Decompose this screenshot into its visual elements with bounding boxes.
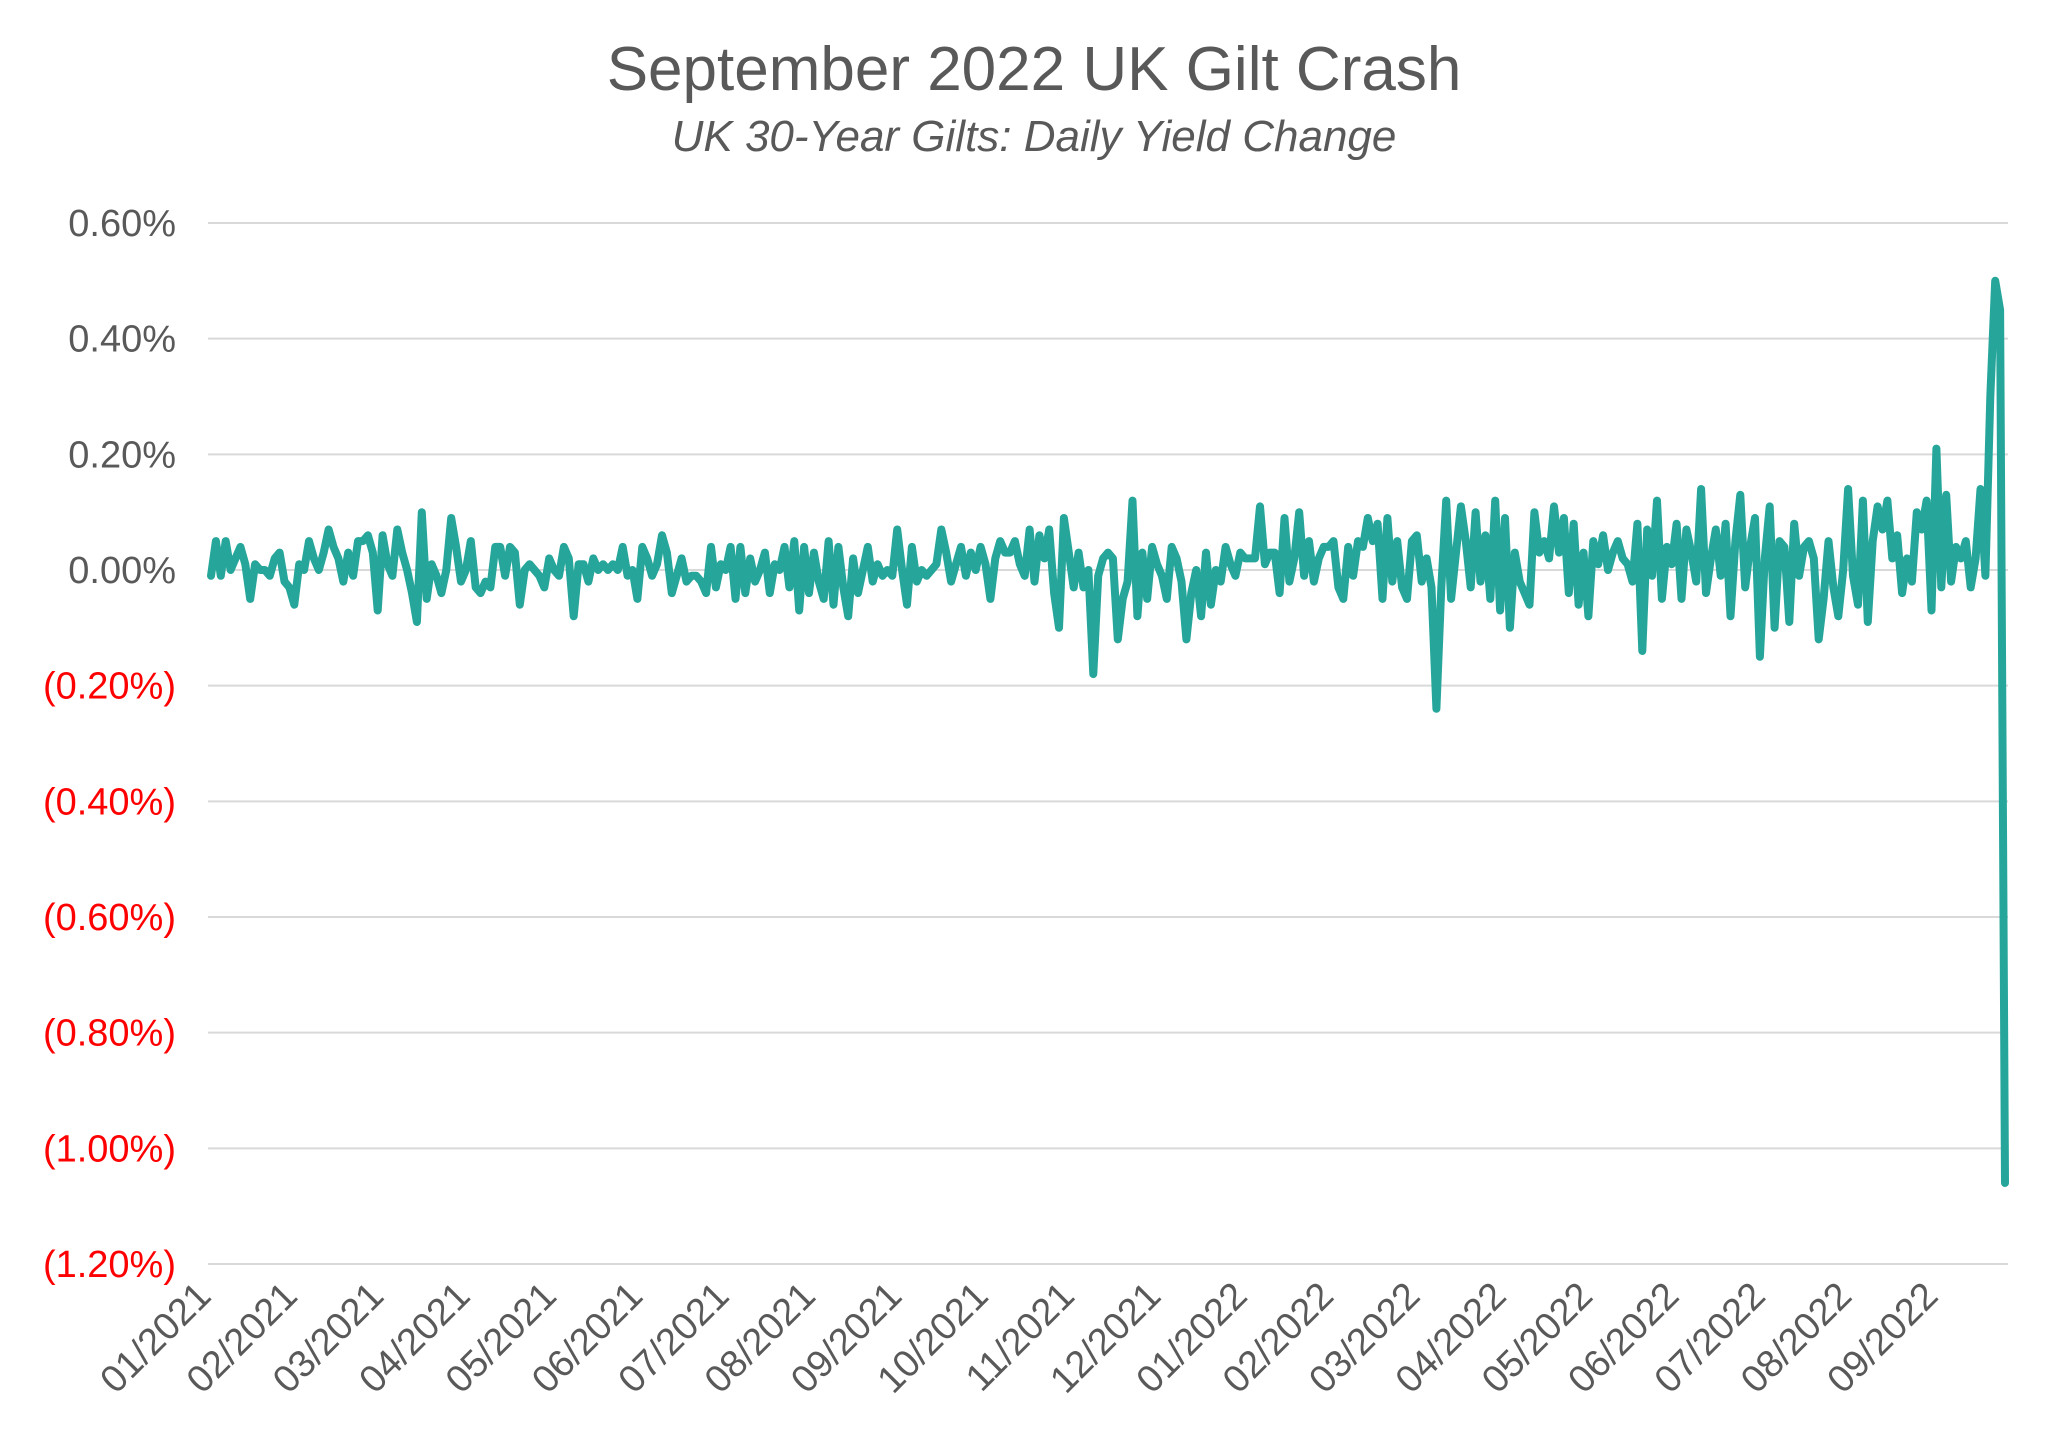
x-axis-tick-labels: 01/202102/202103/202104/202105/202106/20… — [93, 1275, 1947, 1402]
y-tick-label: 0.40% — [68, 319, 176, 361]
y-tick-label: (0.80%) — [43, 1013, 176, 1055]
y-tick-label: 0.20% — [68, 434, 176, 476]
series-line — [207, 276, 2009, 1187]
y-axis-tick-labels: 0.60% 0.40% 0.20% 0.00% (0.20%) (0.40%) (0.60%… — [43, 203, 176, 1286]
y-tick-label: 0.60% — [68, 203, 176, 245]
y-tick-label: (1.00%) — [43, 1128, 176, 1170]
chart-title: September 2022 UK Gilt Crash — [606, 35, 1462, 104]
y-tick-label: (0.60%) — [43, 897, 176, 939]
y-tick-label: (1.20%) — [43, 1244, 176, 1286]
y-tick-label: (0.40%) — [43, 781, 176, 823]
gridlines — [208, 222, 2008, 1265]
chart-subtitle: UK 30-Year Gilts: Daily Yield Change — [671, 112, 1397, 161]
series-layer — [207, 276, 2009, 1187]
y-tick-label: (0.20%) — [43, 666, 176, 708]
y-tick-label: 0.00% — [68, 550, 176, 592]
